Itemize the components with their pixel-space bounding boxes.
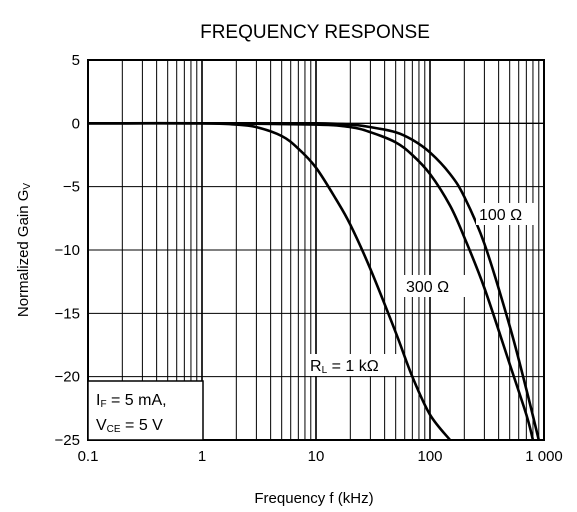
x-axis-label: Frequency f (kHz) xyxy=(254,490,373,507)
annotation-1k-rest: = 1 kΩ xyxy=(327,358,379,375)
y-tick-label: 5 xyxy=(72,52,80,69)
x-tick-label: 10 xyxy=(308,448,325,465)
annotation-300-bg xyxy=(403,275,465,297)
annotation-1k-bg xyxy=(307,354,397,376)
condition-if: IF = 5 mA, xyxy=(96,392,167,410)
annotation-1k-main: R xyxy=(310,358,322,375)
plot-frame xyxy=(87,59,545,441)
annotation-300-ohm: 300 Ω xyxy=(406,279,449,296)
condition-vce: VCE = 5 V xyxy=(96,417,163,435)
x-tick-label: 0.1 xyxy=(78,448,99,465)
y-tick-label: −5 xyxy=(63,179,80,196)
annotation-1k-ohm: RL = 1 kΩ xyxy=(310,358,379,376)
y-axis-label: Normalized Gain GV xyxy=(15,183,33,318)
plot-series xyxy=(87,121,541,441)
conditions-box xyxy=(87,380,204,441)
x-tick-label: 1 xyxy=(198,448,206,465)
tick-labels: 0.1 1 10 100 1 000 5 0 −5 −10 −15 −20 −25 xyxy=(55,52,563,465)
y-tick-label: −10 xyxy=(55,242,80,259)
y-tick-label: 0 xyxy=(72,115,80,132)
y-tick-label: −20 xyxy=(55,369,80,386)
annotation-1k-sub: L xyxy=(322,365,328,376)
y-tick-label: −25 xyxy=(55,432,80,449)
series-line-3 xyxy=(88,121,541,441)
y-axis-label-main: Normalized Gain G xyxy=(15,190,32,318)
x-tick-label: 1 000 xyxy=(525,448,563,465)
x-tick-label: 100 xyxy=(417,448,442,465)
y-axis-label-sub: V xyxy=(22,183,33,190)
y-tick-label: −15 xyxy=(55,305,80,322)
annotation-100-ohm: 100 Ω xyxy=(479,207,522,224)
annotation-100-bg xyxy=(476,203,538,225)
chart-title: FREQUENCY RESPONSE xyxy=(200,22,430,43)
